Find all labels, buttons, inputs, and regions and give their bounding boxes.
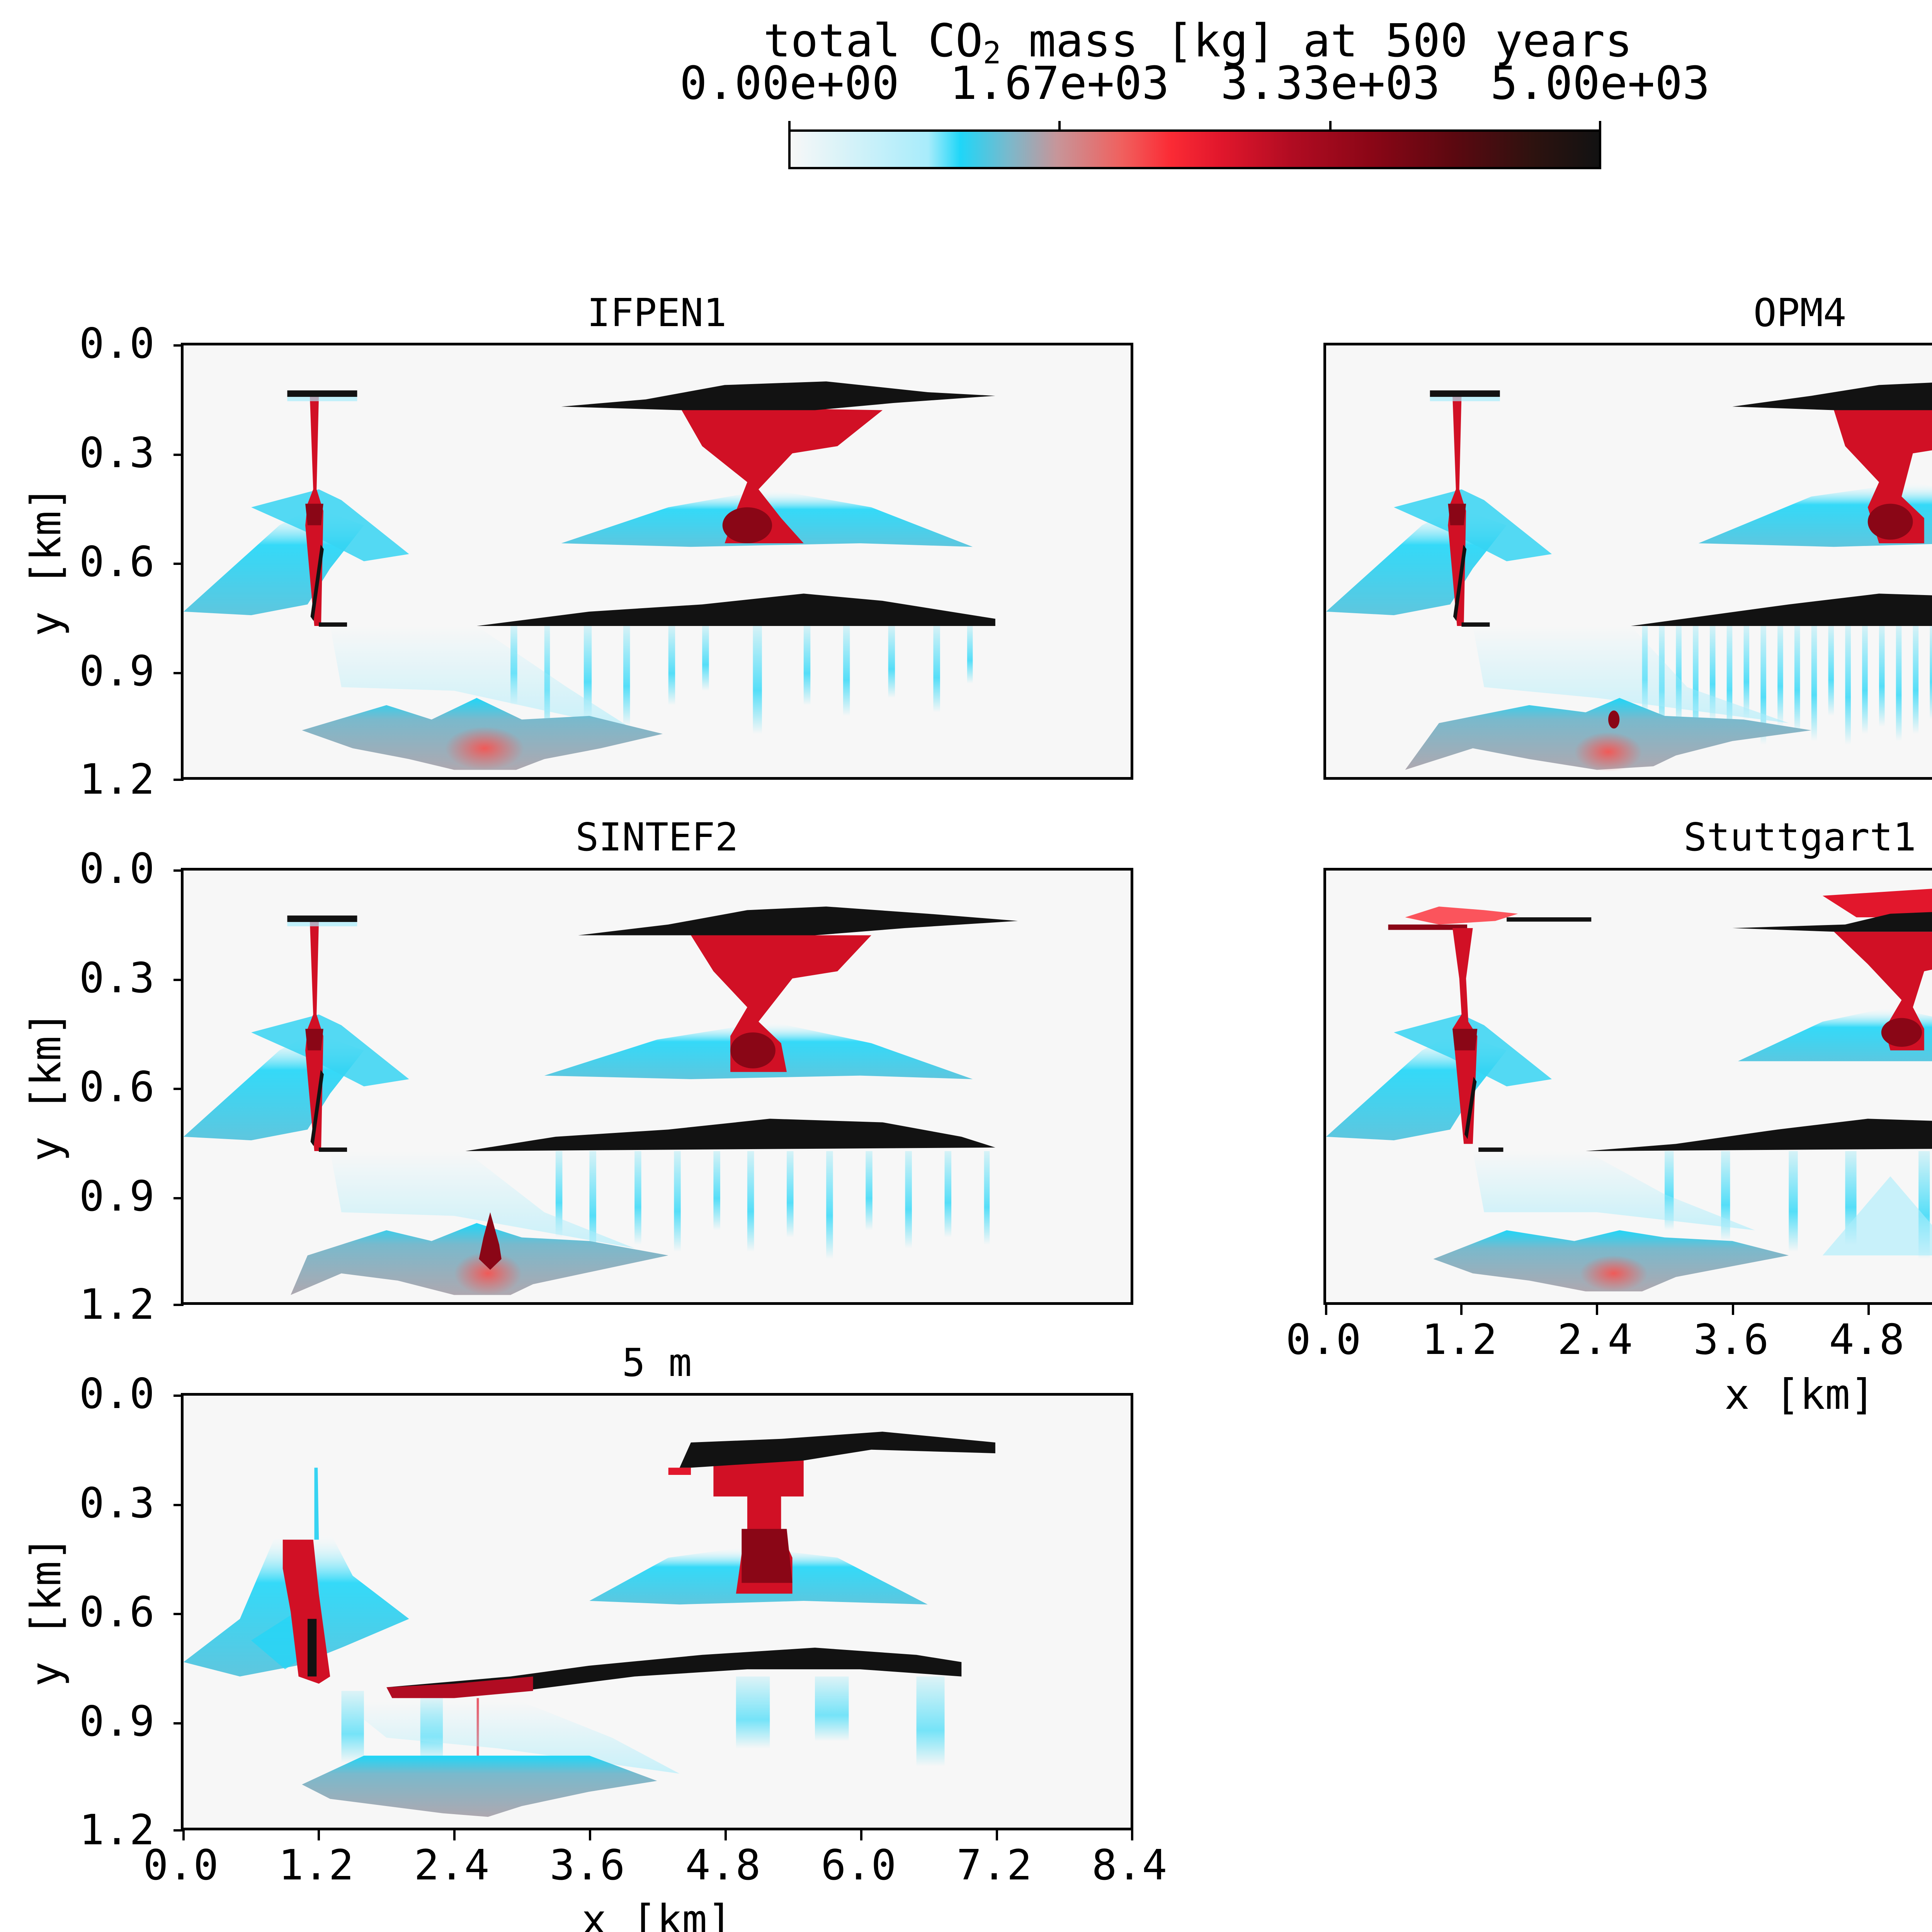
y-tick — [173, 779, 184, 781]
y-tick — [173, 1088, 184, 1090]
x-tick-label: 0.0 — [1286, 1316, 1361, 1364]
y-tick-label: 0.9 — [79, 1172, 155, 1221]
y-tick-label: 1.2 — [79, 1806, 155, 1854]
y-tick — [173, 1197, 184, 1199]
y-tick — [173, 869, 184, 872]
plot-opm4 — [1323, 343, 1932, 780]
y-tick — [173, 563, 184, 565]
x-axis-label: x [km] — [1724, 1371, 1876, 1419]
y-tick — [173, 344, 184, 347]
y-tick-label: 0.9 — [79, 647, 155, 696]
y-axis-label: y [km] — [22, 1010, 70, 1162]
colorbar-tick-label: 1.67e+03 — [949, 56, 1170, 110]
heatmap-sintef2 — [184, 871, 1018, 1302]
x-tick-label: 3.6 — [1693, 1316, 1769, 1364]
y-tick-label: 1.2 — [79, 1281, 155, 1329]
colorbar-tick — [1329, 121, 1332, 131]
x-tick — [182, 1830, 185, 1840]
y-tick — [173, 1504, 184, 1506]
x-tick-label: 1.2 — [1422, 1316, 1497, 1364]
y-axis-label: y [km] — [22, 485, 70, 637]
x-tick — [996, 1830, 998, 1840]
plot-5m — [173, 1393, 1133, 1840]
heatmap-stuttgart1 — [1326, 889, 1932, 1292]
x-tick — [724, 1830, 727, 1840]
plot-stuttgart1 — [1323, 868, 1932, 1315]
colorbar-title: total CO2 mass [kg] at 500 years — [386, 15, 1932, 78]
y-tick — [173, 454, 184, 456]
y-tick-label: 1.2 — [79, 755, 155, 804]
x-tick-label: 7.2 — [956, 1841, 1032, 1889]
y-axis-label: y [km] — [22, 1536, 70, 1687]
y-tick-label: 0.3 — [79, 954, 155, 1002]
y-tick-label: 0.0 — [79, 845, 155, 893]
y-tick-label: 0.0 — [79, 320, 155, 368]
y-tick-label: 0.3 — [79, 429, 155, 477]
x-tick — [1131, 1830, 1133, 1840]
colorbar-title-rest: mass [kg] at 500 years — [1001, 14, 1633, 67]
plot-ifpen1 — [173, 343, 1133, 781]
colorbar-tick-label: 5.00e+03 — [1490, 56, 1710, 110]
colorbar-tick — [1058, 121, 1061, 131]
y-tick — [173, 1395, 184, 1397]
colorbar-tick-label: 0.00e+00 — [679, 56, 900, 110]
x-tick — [1596, 1305, 1598, 1315]
y-tick-label: 0.9 — [79, 1697, 155, 1746]
x-tick-label: 4.8 — [1829, 1316, 1905, 1364]
y-tick-label: 0.6 — [79, 538, 155, 586]
x-tick — [1460, 1305, 1463, 1315]
panel-title-ifpen1: IFPEN1 — [587, 290, 727, 335]
heatmap-opm4 — [1326, 345, 1932, 777]
panel-title-opm4: OPM4 — [1753, 290, 1847, 335]
y-tick-label: 0.6 — [79, 1063, 155, 1111]
y-tick — [173, 1722, 184, 1725]
x-tick-label: 4.8 — [685, 1841, 761, 1889]
heatmap-ifpen1 — [184, 345, 995, 777]
panel-title-5m: 5 m — [622, 1340, 692, 1385]
x-tick — [318, 1830, 320, 1840]
colorbar-tick — [1599, 121, 1601, 131]
x-tick — [589, 1830, 591, 1840]
colorbar-title-subscript: 2 — [983, 36, 1001, 71]
x-tick-label: 8.4 — [1092, 1841, 1167, 1889]
y-tick — [173, 979, 184, 981]
x-tick-label: 6.0 — [821, 1841, 896, 1889]
panel-title-sintef2: SINTEF2 — [575, 815, 738, 860]
y-tick-label: 0.6 — [79, 1588, 155, 1636]
heatmap-5m — [184, 1432, 995, 1817]
x-tick — [453, 1830, 456, 1840]
x-tick — [1325, 1305, 1327, 1315]
y-tick-label: 0.3 — [79, 1479, 155, 1527]
colorbar-tick — [788, 121, 791, 131]
y-tick — [173, 1613, 184, 1615]
x-tick-label: 3.6 — [549, 1841, 625, 1889]
colorbar-tick-label: 3.33e+03 — [1220, 56, 1440, 110]
colorbar-title-main: total CO — [763, 14, 983, 67]
plot-sintef2 — [173, 868, 1133, 1306]
y-tick-label: 0.0 — [79, 1370, 155, 1418]
x-tick-label: 2.4 — [414, 1841, 490, 1889]
x-axis-label: x [km] — [581, 1896, 733, 1932]
y-tick — [173, 672, 184, 674]
x-tick — [860, 1830, 862, 1840]
x-tick-label: 0.0 — [143, 1841, 219, 1889]
y-tick — [173, 1304, 184, 1306]
x-tick — [1732, 1305, 1734, 1315]
x-tick — [1867, 1305, 1870, 1315]
y-tick — [173, 1829, 184, 1832]
x-tick-label: 2.4 — [1557, 1316, 1633, 1364]
colorbar — [788, 129, 1601, 169]
x-tick-label: 1.2 — [278, 1841, 354, 1889]
panel-title-stuttgart1: Stuttgart1 — [1683, 815, 1917, 860]
